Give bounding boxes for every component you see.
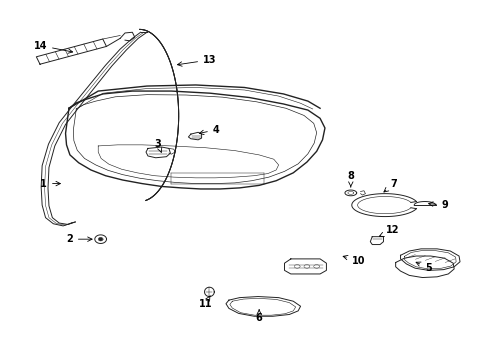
Text: 11: 11: [198, 296, 212, 309]
Text: 5: 5: [415, 262, 431, 273]
Text: 12: 12: [379, 225, 399, 237]
Text: 7: 7: [383, 179, 397, 192]
Text: 8: 8: [346, 171, 353, 187]
Text: 6: 6: [255, 310, 262, 323]
Text: 4: 4: [199, 125, 219, 135]
Text: 1: 1: [40, 179, 60, 189]
Text: 13: 13: [177, 55, 216, 66]
Text: 14: 14: [34, 41, 73, 53]
Circle shape: [99, 238, 102, 240]
Text: 3: 3: [155, 139, 162, 152]
Text: 2: 2: [66, 234, 92, 244]
Text: 9: 9: [428, 200, 448, 210]
Text: 10: 10: [343, 255, 365, 266]
